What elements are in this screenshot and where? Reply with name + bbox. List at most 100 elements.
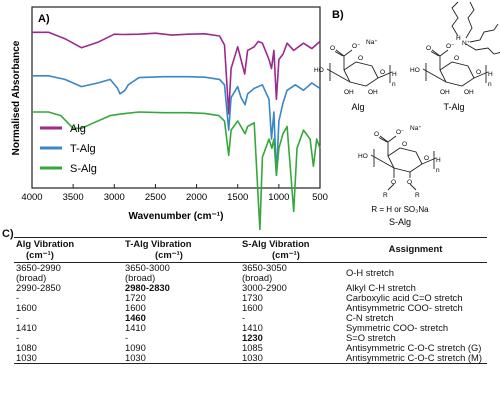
- cell-text: 1030: [16, 352, 37, 363]
- cell-text: -: [16, 332, 20, 343]
- alg-o2: O: [380, 69, 385, 76]
- cell-text: 1720: [125, 292, 146, 303]
- cell-talg: 1410: [123, 323, 240, 333]
- panel-c-letter: C): [2, 228, 14, 240]
- talg-structure: O O⁻ H N⁺ O HO OH OH O H n T-Alg: [410, 1, 500, 112]
- talg-n: n: [488, 81, 492, 88]
- alg-structure: O O⁻ Na⁺ O HO OH OH O H n Alg: [314, 39, 397, 112]
- spectrum-line-alg: [32, 31, 321, 115]
- cell-alg: -: [14, 333, 123, 343]
- legend: Alg T-Alg S-Alg: [40, 123, 97, 175]
- table-header-row: Alg Vibration (cm⁻¹) T-Alg Vibration (cm…: [14, 237, 487, 263]
- table-row: 1030 1030 1030 Antisymmetric C-O-C stretch …: [14, 353, 487, 364]
- cell-talg: 1600: [123, 303, 240, 313]
- cell-salg: 1410: [240, 323, 344, 333]
- cell-alg: 1410: [14, 323, 123, 333]
- cell-alg: 1600: [14, 303, 123, 313]
- cell-assignment: S=O stretch: [346, 332, 396, 343]
- cell-text: 3650-3050: [242, 262, 287, 273]
- x-tick-label: 3500: [63, 192, 84, 203]
- legend-label-alg: Alg: [70, 123, 86, 135]
- spectrum-line-s-alg: [32, 111, 321, 230]
- header-talg: T-Alg Vibration (cm⁻¹): [123, 237, 240, 263]
- table-row: - - 1230 S=O stretch: [14, 333, 487, 343]
- cell-alg: 1030: [14, 353, 123, 364]
- salg-o4: O: [407, 179, 412, 186]
- cell-text: 1085: [242, 342, 263, 353]
- legend-label-t-alg: T-Alg: [70, 143, 96, 155]
- cell-assignment: Carboxylic acid C=O stretch: [346, 292, 463, 303]
- salg-n: n: [436, 167, 440, 174]
- talg-h-plus: H: [456, 35, 461, 42]
- cell-text: -: [16, 292, 20, 303]
- salg-label: S-Alg: [389, 217, 411, 227]
- alg-carbonyl-o: O: [330, 45, 335, 52]
- header-talg-line2: (cm⁻¹): [155, 248, 183, 260]
- panel-b: B) O O⁻ Na⁺ O HO OH OH O H n: [314, 1, 500, 227]
- cell-salg: -: [240, 313, 344, 323]
- salg-r2: R: [415, 192, 420, 199]
- figure-panels: A) 4000 3500 3000 2500 2000 1500 1000 500 Waven…: [11, 1, 500, 230]
- x-axis-ticks: 4000 3500 3000 2500 2000 1500 1000 500: [21, 184, 328, 203]
- salg-h: H: [436, 157, 441, 164]
- table-row: - 1460 - C-N stretch: [14, 313, 487, 323]
- salg-structure: O O⁻ Na⁺ O HO O O R R O H n R = H or SO₃…: [358, 125, 441, 227]
- cell-salg: 1085: [240, 343, 344, 353]
- cell-salg: 1600: [240, 303, 344, 313]
- header-assignment: Assignment: [344, 237, 487, 263]
- cell-assignment: C-N stretch: [346, 312, 394, 323]
- salg-r-definition: R = H or SO₃Na: [371, 205, 429, 214]
- header-salg-line1: S-Alg Vibration: [242, 238, 310, 249]
- talg-ho: HO: [410, 67, 420, 74]
- cell-text: (broad): [242, 272, 273, 283]
- cell-alg: 1080: [14, 343, 123, 353]
- spectra-group: [32, 31, 321, 230]
- alg-carboxylate: O⁻: [352, 43, 361, 50]
- x-tick-label: 3000: [104, 192, 125, 203]
- panel-a-letter: A): [38, 13, 50, 25]
- cell-text: 1600: [125, 302, 146, 313]
- talg-h: H: [488, 71, 493, 78]
- cell-talg: -: [123, 333, 240, 343]
- plot-frame: [31, 6, 321, 189]
- cell-text: 1090: [125, 342, 146, 353]
- cell-salg: 1230: [240, 333, 344, 343]
- alg-oh1: OH: [344, 89, 354, 96]
- talg-carbonyl-o: O: [426, 45, 431, 52]
- cell-salg: 1030: [240, 353, 344, 364]
- table-row: - 1720 1730 Carboxylic acid C=O stretch: [14, 293, 487, 303]
- salg-counter-ion: Na⁺: [410, 125, 422, 132]
- cell-text: 1230: [242, 332, 263, 343]
- legend-label-s-alg: S-Alg: [70, 163, 97, 175]
- cell-talg: 1460: [123, 313, 240, 323]
- talg-label: T-Alg: [443, 102, 464, 112]
- x-tick-label: 4000: [21, 192, 42, 203]
- cell-text: 1080: [16, 342, 37, 353]
- table-row: 1600 1600 1600 Antisymmetric COO- stretch: [14, 303, 487, 313]
- alg-ho: HO: [314, 67, 324, 74]
- alg-oh2: OH: [368, 89, 378, 96]
- cell-text: 1600: [242, 302, 263, 313]
- cell-text: 2980-2830: [125, 282, 170, 293]
- panel-b-letter: B): [332, 9, 344, 21]
- cell-text: 1600: [16, 302, 37, 313]
- cell-talg: 1090: [123, 343, 240, 353]
- cell-talg: 2980-2830: [123, 283, 240, 293]
- cell-assignment: Antisymmetric COO- stretch: [346, 302, 463, 313]
- talg-ring-o: O: [454, 55, 459, 62]
- table-row: 1410 1410 1410 Symmetric COO- stretch: [14, 323, 487, 333]
- cell-text: (broad): [125, 272, 156, 283]
- cell-text: 3650-2990: [16, 262, 61, 273]
- header-alg-line2: (cm⁻¹): [26, 248, 54, 260]
- salg-o2: O: [424, 155, 429, 162]
- cell-text: 3650-3000: [125, 262, 170, 273]
- x-tick-label: 2500: [145, 192, 166, 203]
- header-salg: S-Alg Vibration (cm⁻¹): [240, 237, 344, 263]
- cell-assignment: O-H stretch: [346, 267, 394, 278]
- cell-text: 3000-2900: [242, 282, 287, 293]
- header-alg: Alg Vibration (cm⁻¹): [14, 237, 123, 263]
- spectrum-line-t-alg: [32, 75, 321, 177]
- cell-talg: 3650-3000 (broad): [123, 263, 240, 284]
- alg-n: n: [392, 81, 396, 88]
- talg-o2: O: [476, 69, 481, 76]
